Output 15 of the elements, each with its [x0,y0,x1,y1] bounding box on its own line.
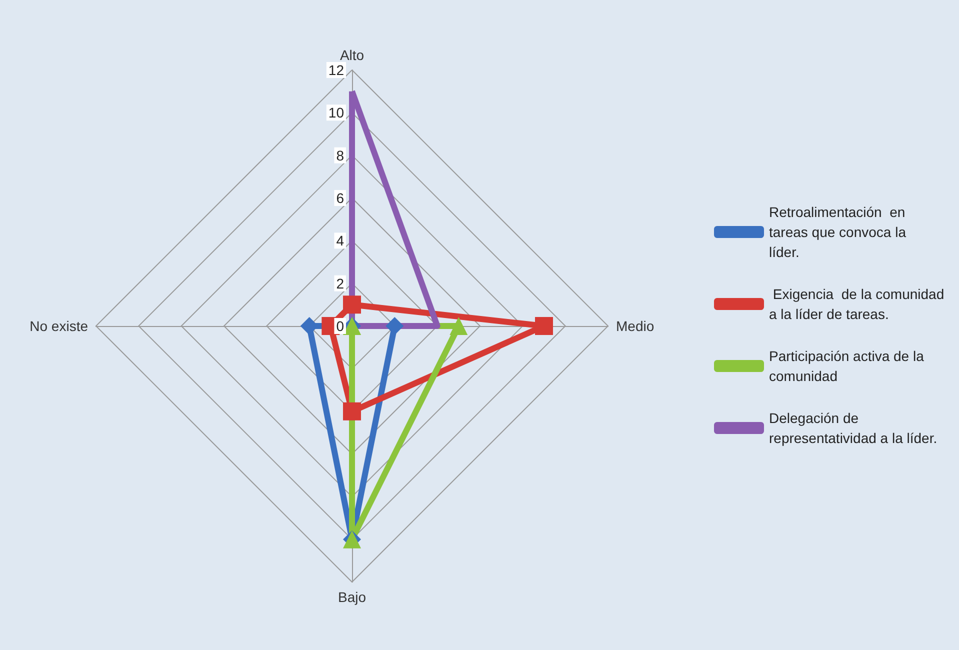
spoke-label: Bajo [338,589,366,605]
spoke-label: Medio [616,318,654,334]
spoke-label: Alto [340,47,364,63]
y-tick-label: 8 [336,147,344,164]
legend-label: Delegación de representatividad a la líder. [769,410,938,446]
legend-label: Participación activa de la comunidad [769,348,928,384]
y-tick-label: 12 [328,62,344,78]
y-tick-label: 4 [336,232,344,249]
y-tick-label: 2 [336,275,344,292]
legend-label: Retroalimentación en tareas que convoca la líder. [769,204,910,260]
y-tick-label: 6 [336,190,344,206]
legend-label: Exigencia de la comunidad a la líder de tareas. [769,286,948,322]
y-tick-label: 10 [328,104,344,121]
y-tick-label: 0 [336,318,344,334]
spoke-label: No existe [30,318,88,334]
